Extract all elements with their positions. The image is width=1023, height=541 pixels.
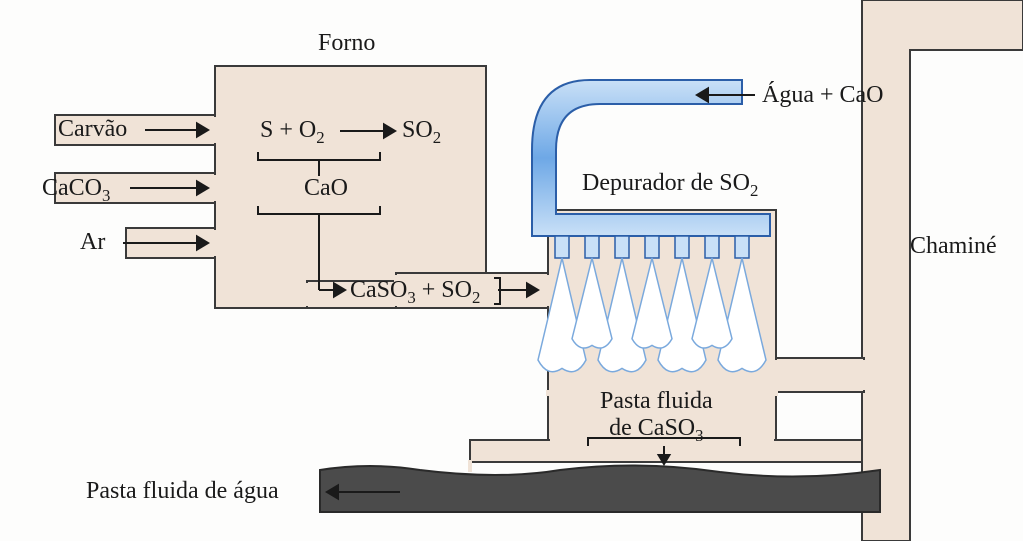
label-caso3-so2: CaSO3 + SO2 [350, 277, 480, 308]
label-ar: Ar [80, 229, 105, 256]
label-cao: CaO [304, 175, 348, 202]
label-s-o2: S + O2 [260, 117, 325, 148]
label-depurador: Depurador de SO2 [582, 170, 758, 201]
label-chamine: Chaminé [910, 233, 997, 260]
label-forno: Forno [318, 30, 375, 57]
label-pasta-agua: Pasta fluida de água [86, 478, 279, 505]
label-agua-cao: Água + CaO [762, 82, 884, 109]
label-so2: SO2 [402, 117, 441, 148]
label-caco3: CaCO3 [42, 175, 110, 206]
diagram-stage: Forno Carvão CaCO3 Ar S + O2 SO2 CaO CaS… [0, 0, 1023, 541]
label-carvao: Carvão [58, 116, 127, 143]
label-pasta-caso3: Pasta fluida de CaSO3 [600, 388, 713, 446]
